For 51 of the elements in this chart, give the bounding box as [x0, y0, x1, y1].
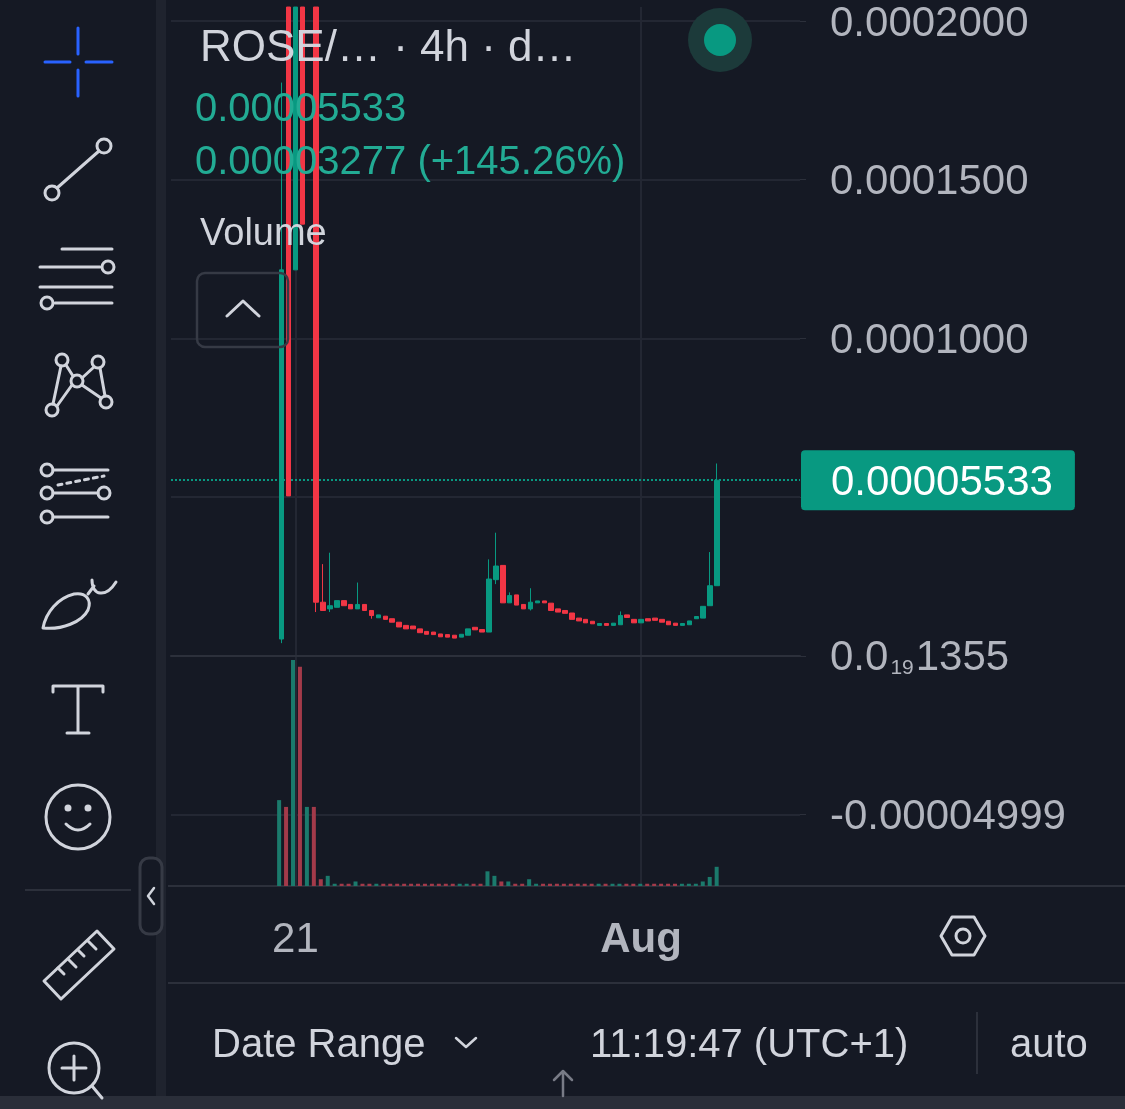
bar [304, 806, 309, 886]
bar [325, 875, 330, 886]
candlestick [638, 618, 644, 624]
bar [492, 875, 497, 886]
candlestick [507, 591, 512, 604]
candlestick [376, 614, 381, 619]
text: auto [1010, 1020, 1088, 1067]
bar [297, 666, 302, 886]
candlestick [528, 587, 533, 611]
candlestick [624, 614, 630, 618]
bar [700, 881, 705, 886]
candlestick [514, 594, 519, 606]
bar [277, 800, 282, 886]
candlestick [604, 622, 609, 626]
candlestick [445, 634, 450, 638]
text: 11:19:47 (UTC+1) [590, 1020, 909, 1067]
bar [485, 871, 490, 886]
candlestick [618, 610, 623, 626]
y-tick-label: 0.0001000 [830, 314, 1029, 362]
candlestick [500, 564, 506, 604]
text: Date Range [212, 1020, 426, 1067]
bar [499, 881, 504, 886]
bar [527, 879, 532, 886]
candlestick [362, 603, 367, 611]
bar [707, 876, 712, 886]
y-tick-label: 0.0002000 [830, 0, 1029, 45]
candlestick [431, 631, 436, 636]
ref-line-label: 0.00005533 [831, 456, 1053, 504]
candlestick [673, 622, 678, 626]
candlestick [597, 622, 602, 626]
candlestick [521, 603, 526, 610]
bar [284, 806, 289, 886]
candlestick [611, 622, 616, 626]
bar [291, 660, 296, 886]
candlestick [680, 622, 685, 626]
candlestick [687, 620, 692, 626]
bar [506, 881, 511, 886]
candlestick [631, 618, 637, 624]
candlestick [369, 609, 374, 620]
bar [353, 881, 358, 886]
y-tick-label: 0.0001500 [830, 156, 1029, 204]
bar [318, 879, 323, 886]
y-tick-label: -0.00004999 [830, 791, 1066, 839]
x-tick-label: 21 [272, 913, 319, 961]
candlestick [438, 633, 443, 638]
bar [714, 866, 719, 886]
candlestick [535, 600, 540, 604]
candlestick [355, 582, 360, 610]
bar [311, 806, 316, 886]
x-tick-label: Aug [600, 913, 682, 961]
candlestick [452, 634, 457, 639]
